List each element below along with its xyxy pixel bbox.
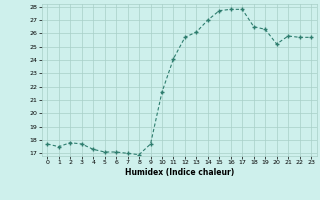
X-axis label: Humidex (Indice chaleur): Humidex (Indice chaleur) [124,168,234,177]
